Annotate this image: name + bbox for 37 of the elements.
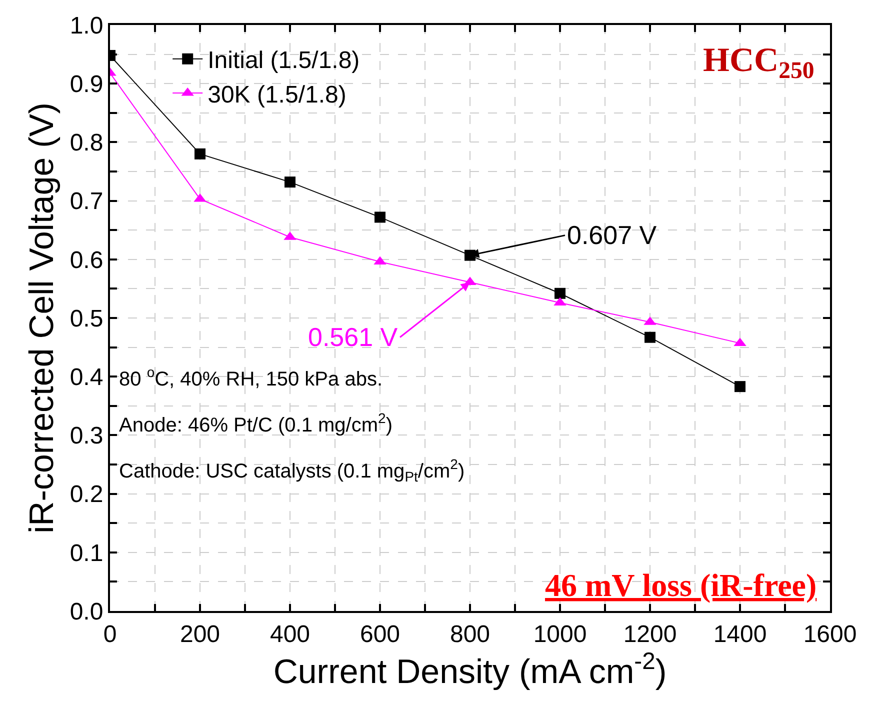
x-axis-title: Current Density (mA cm$^{-2}$) <box>273 648 667 692</box>
y-tick-label: 0.2 <box>70 481 104 508</box>
legend-label: 30K (1.5/1.8) <box>208 81 346 108</box>
x-tick-label: 1400 <box>713 620 767 648</box>
x-tick-label: 600 <box>360 620 400 648</box>
annotation: 46 mV loss (iR-free) <box>545 567 817 603</box>
y-tick-label: 0.8 <box>70 130 104 157</box>
point <box>734 381 746 392</box>
x-tick-label: 800 <box>450 620 490 648</box>
y-tick-label: 1.0 <box>70 12 104 40</box>
point <box>554 288 566 299</box>
y-tick-label: 0.5 <box>70 305 104 332</box>
x-tick-label: 400 <box>270 620 310 648</box>
x-tick-label: 200 <box>180 620 220 648</box>
annotation: Anode: 46% Pt/C (0.1 mg/cm$^{2}$) <box>119 410 392 436</box>
point <box>374 212 386 223</box>
y-axis-title: iR-corrected Cell Voltage (V) <box>22 102 61 534</box>
y-tick-label: 0.7 <box>70 188 104 216</box>
y-tick-label: 0.9 <box>70 71 104 98</box>
point <box>284 176 296 188</box>
y-tick-label: 0.6 <box>70 246 104 274</box>
x-tick-label: 1000 <box>533 620 587 648</box>
y-tick-label: 0.0 <box>70 598 104 626</box>
x-tick-label: 0 <box>103 620 117 648</box>
annotation: HCC$_{250}$ <box>703 42 814 84</box>
annotation: 0.607 V <box>567 220 658 250</box>
y-tick-label: 0.1 <box>70 540 104 567</box>
y-tick-label: 0.3 <box>70 422 104 450</box>
annotation: 80 $^{o}$C, 40% RH, 150 kPa abs. <box>119 364 382 390</box>
legend-label: Initial (1.5/1.8) <box>208 47 360 74</box>
annotation: Cathode: USC catalysts (0.1 mg$_{Pt}$/cm$^{2}$) <box>119 456 465 485</box>
point <box>644 332 656 343</box>
x-tick-label: 1200 <box>623 620 677 648</box>
annotation: 0.561 V <box>308 322 398 352</box>
point <box>194 148 206 160</box>
x-tick-label: 1600 <box>803 620 857 648</box>
y-tick-label: 0.4 <box>70 364 104 391</box>
